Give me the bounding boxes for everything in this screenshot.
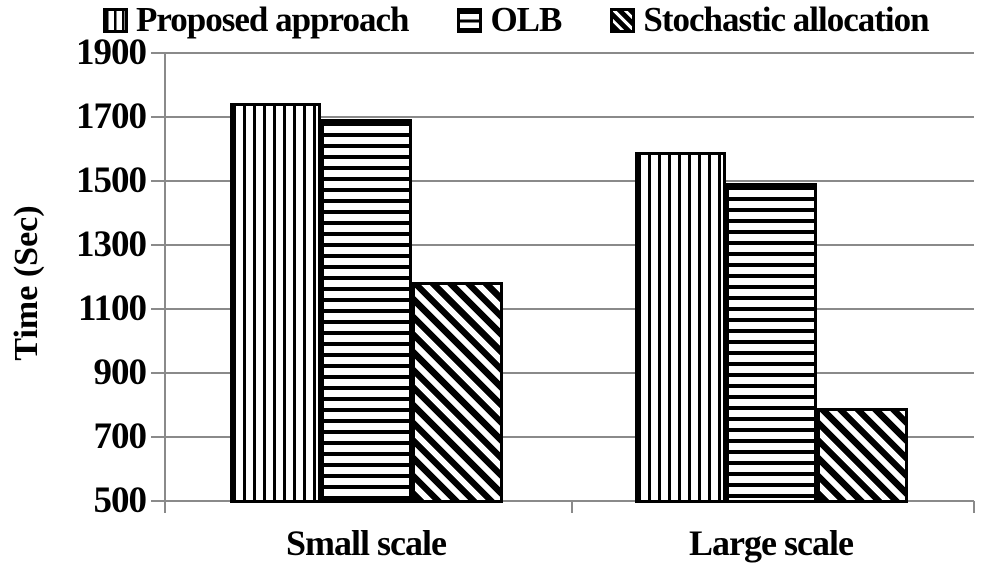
y-axis-line	[164, 53, 166, 513]
y-tick-label-1100: 1100	[78, 288, 147, 329]
bar-olb-large-scale	[726, 183, 817, 503]
y-tick-label-500: 500	[93, 480, 148, 521]
legend: Proposed approach OLB Stochastic allocatio…	[103, 0, 930, 39]
gridline-900	[165, 372, 974, 374]
y-tick-label-1500: 1500	[76, 160, 147, 201]
x-category-label-large-scale: Large scale	[689, 523, 854, 563]
y-tick-1100	[151, 308, 165, 310]
legend-item-proposed-approach: Proposed approach	[103, 0, 409, 39]
y-tick-label-700: 700	[93, 416, 148, 457]
y-tick-label-900: 900	[93, 352, 148, 393]
gridline-500	[165, 500, 974, 502]
gridline-1500	[165, 180, 974, 182]
y-tick-1700	[151, 116, 165, 118]
x-axis-boundary-tick-0	[164, 501, 166, 513]
bar-proposed-approach-large-scale	[635, 152, 726, 503]
y-tick-900	[151, 372, 165, 374]
bar-stochastic-allocation-large-scale	[817, 408, 908, 503]
legend-label: Stochastic allocation	[643, 0, 929, 39]
gridline-1300	[165, 244, 974, 246]
legend-item-olb: OLB	[457, 0, 562, 39]
legend-label: Proposed approach	[136, 0, 409, 39]
x-axis-boundary-tick-1	[571, 501, 573, 513]
y-tick-1300	[151, 244, 165, 246]
horizontal-stripes-swatch-icon	[457, 7, 483, 33]
y-tick-label-1300: 1300	[76, 224, 147, 265]
bar-olb-small-scale	[321, 119, 412, 503]
gridline-700	[165, 436, 974, 438]
bar-stochastic-allocation-small-scale	[412, 282, 503, 503]
legend-label: OLB	[490, 0, 562, 39]
bar-proposed-approach-small-scale	[230, 103, 321, 503]
y-tick-1500	[151, 180, 165, 182]
legend-item-stochastic-allocation: Stochastic allocation	[610, 0, 930, 39]
vertical-stripes-swatch-icon	[103, 7, 128, 33]
x-axis-boundary-tick-2	[973, 501, 975, 513]
y-tick-label-1900: 1900	[76, 32, 147, 73]
y-tick-700	[151, 436, 165, 438]
y-tick-500	[151, 500, 165, 502]
y-tick-1900	[151, 52, 165, 54]
gridline-1700	[165, 116, 974, 118]
diagonal-stripes-swatch-icon	[610, 7, 636, 33]
gridline-1900	[165, 52, 974, 54]
y-tick-label-1700: 1700	[76, 96, 147, 137]
x-category-label-small-scale: Small scale	[286, 523, 447, 563]
gridline-1100	[165, 308, 974, 310]
